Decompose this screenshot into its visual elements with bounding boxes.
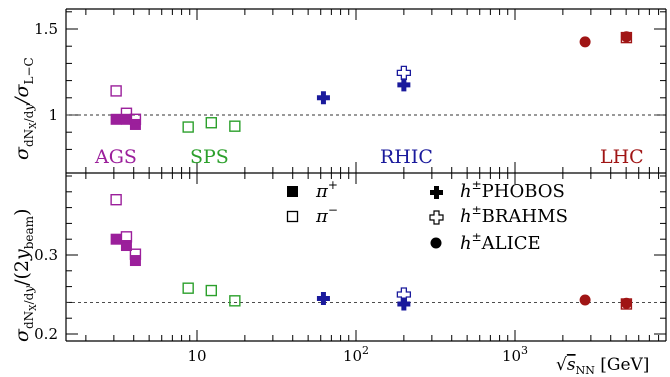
data-point-lhc-square-open — [620, 31, 633, 44]
data-point-ags-square-open — [129, 113, 142, 126]
data-point-ags-square-open — [120, 231, 133, 243]
legend-marker-cross-filled — [430, 186, 443, 199]
legend-label-h-phobos: h — [460, 181, 472, 202]
legend-sup-pi-plus: + — [328, 178, 338, 192]
legend-sup-alice: ± — [472, 230, 482, 244]
data-point-rhic-cross-filled — [316, 291, 330, 305]
x-tick-label: 10 — [187, 347, 206, 365]
data-point-sps-square-open — [229, 120, 241, 132]
data-point-sps-square-open — [182, 121, 194, 133]
x-tick-label: 102 — [343, 344, 369, 365]
legend: π+ π− h±PHOBOS h±BRAHMS h±ALICE — [286, 178, 568, 254]
top-y-axis-label: σdNX/dy/σL−C — [11, 57, 39, 160]
data-point-sps-square-open — [229, 295, 241, 307]
svg-text:h±PHOBOS: h±PHOBOS — [460, 178, 565, 202]
svg-text:h±ALICE: h±ALICE — [460, 230, 541, 254]
bottom-y-axis-label: σdNX/dy/(2ybeam) — [11, 209, 39, 343]
data-point-ags-square-filled — [129, 255, 141, 267]
data-point-ags-square-filled — [110, 113, 122, 125]
y-tick-label: 1.5 — [34, 20, 58, 38]
data-point-lhc-square-open — [620, 298, 633, 310]
data-point-rhic-cross-filled — [316, 91, 330, 105]
bottom-panel-markers — [110, 193, 633, 311]
legend-label-h-alice: h — [460, 233, 472, 254]
legend-suffix-phobos: PHOBOS — [482, 181, 565, 202]
data-point-lhc-circle-filled — [579, 294, 591, 306]
legend-suffix-alice: ALICE — [481, 233, 541, 254]
legend-suffix-brahms: BRAHMS — [482, 206, 568, 227]
data-point-sps-square-open — [205, 284, 217, 297]
svg-text:h±BRAHMS: h±BRAHMS — [460, 203, 568, 227]
data-point-rhic-cross-open — [396, 65, 412, 81]
legend-entry-alice: h±ALICE — [430, 230, 541, 254]
legend-marker-circle-filled — [430, 237, 442, 249]
legend-label-pi-minus: π — [315, 206, 329, 227]
data-point-sps-square-open — [182, 282, 194, 294]
x-axis-label: √sNN [GeV] — [556, 355, 649, 377]
data-point-rhic-cross-filled — [397, 297, 411, 311]
legend-entry-pi-plus: π+ — [287, 178, 338, 202]
top-panel: 1 1.5 AGS SPS RHIC LHC — [34, 8, 667, 174]
region-label-lhc: LHC — [600, 146, 644, 168]
bottom-panel: 0.2 0.3 10 102 103 — [34, 173, 667, 365]
data-point-ags-square-open — [110, 85, 122, 97]
data-point-ags-square-filled — [120, 240, 132, 252]
legend-entry-phobos: h±PHOBOS — [430, 178, 565, 202]
legend-marker-cross-open — [429, 210, 444, 225]
legend-sup-brahms: ± — [472, 203, 482, 217]
legend-label-pi-plus: π — [315, 181, 329, 202]
data-point-lhc-circle-filled — [620, 297, 632, 309]
svg-text:π−: π− — [315, 203, 338, 227]
y-tick-label: 1 — [48, 106, 58, 124]
legend-entry-pi-minus: π− — [286, 203, 338, 227]
data-point-ags-square-open — [120, 107, 133, 119]
region-label-rhic: RHIC — [380, 146, 433, 168]
data-point-ags-square-open — [110, 193, 122, 206]
legend-marker-square-open — [286, 210, 299, 223]
data-point-rhic-cross-filled — [397, 78, 411, 92]
bottom-panel-ticks: 0.2 0.3 10 102 103 — [34, 173, 666, 365]
svg-text:π+: π+ — [315, 178, 338, 202]
legend-sup-phobos: ± — [472, 178, 482, 192]
y-tick-label: 0.2 — [34, 325, 58, 343]
data-point-lhc-circle-filled — [620, 31, 632, 43]
data-point-sps-square-open — [205, 117, 217, 129]
top-panel-markers — [110, 31, 633, 133]
data-point-ags-square-filled — [120, 113, 132, 125]
region-label-sps: SPS — [190, 146, 229, 168]
legend-marker-square-filled — [287, 186, 298, 197]
data-point-ags-square-filled — [110, 233, 122, 245]
legend-label-h-brahms: h — [460, 206, 472, 227]
x-tick-label: 103 — [502, 344, 528, 365]
y-tick-label: 0.3 — [34, 246, 58, 264]
region-label-ags: AGS — [94, 146, 137, 168]
data-point-rhic-cross-open — [396, 287, 412, 302]
legend-entry-brahms: h±BRAHMS — [429, 203, 568, 227]
data-point-ags-square-open — [129, 248, 142, 260]
legend-sup-pi-minus: − — [328, 203, 338, 217]
data-point-lhc-circle-filled — [579, 36, 591, 48]
